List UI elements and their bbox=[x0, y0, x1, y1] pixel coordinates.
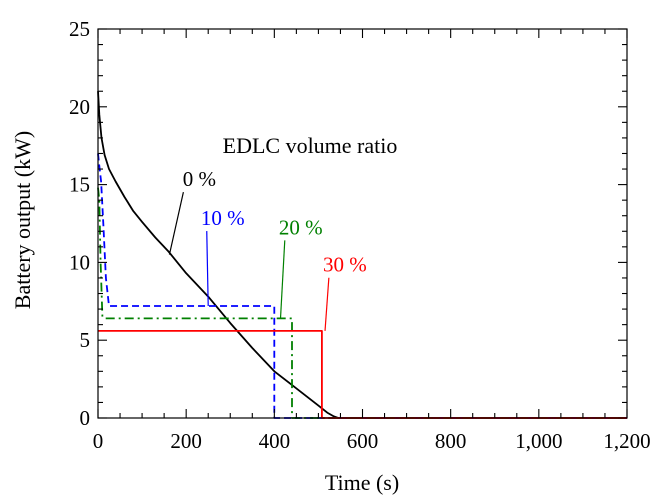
annotation-leader-0 bbox=[168, 192, 184, 255]
y-tick-label-5: 25 bbox=[69, 17, 90, 41]
x-tick-label-2: 400 bbox=[259, 429, 291, 453]
y-tick-label-0: 0 bbox=[80, 406, 91, 430]
plot-frame bbox=[97, 28, 628, 419]
annotation-label-0: 0 % bbox=[183, 167, 216, 191]
labels-layer: 0 200 400 600 800 1,000 1,200 0 5 10 15 20 25 bbox=[69, 17, 651, 453]
annotation-leader-3 bbox=[324, 277, 330, 331]
y-tick-label-2: 10 bbox=[69, 250, 90, 274]
annotation-label-1: 10 % bbox=[201, 206, 245, 230]
x-tick-label-4: 800 bbox=[435, 429, 467, 453]
x-tick-label-6: 1,200 bbox=[603, 429, 650, 453]
annotation-label-3: 30 % bbox=[323, 253, 367, 277]
y-tick-label-3: 15 bbox=[69, 173, 90, 197]
annotation-label-2: 20 % bbox=[279, 215, 323, 239]
series-line-2 bbox=[97, 187, 627, 419]
annotation-layer: 0 % 10 % 20 %30 % bbox=[168, 167, 367, 331]
y-axis-label: Battery output (kW) bbox=[10, 131, 35, 309]
series-line-1 bbox=[97, 153, 627, 419]
series-line-3 bbox=[98, 330, 627, 419]
x-tick-label-3: 600 bbox=[347, 429, 379, 453]
y-tick-label-1: 5 bbox=[80, 328, 91, 352]
annotation-leader-2 bbox=[279, 240, 286, 319]
legend-title: EDLC volume ratio bbox=[223, 133, 398, 158]
x-axis-label: Time (s) bbox=[325, 470, 399, 495]
y-tick-label-4: 20 bbox=[69, 95, 90, 119]
x-tick-label-5: 1,000 bbox=[515, 429, 562, 453]
ticks-layer bbox=[97, 28, 628, 419]
x-tick-label-1: 200 bbox=[170, 429, 202, 453]
x-tick-label-0: 0 bbox=[93, 429, 104, 453]
annotation-leader-1 bbox=[206, 231, 209, 306]
